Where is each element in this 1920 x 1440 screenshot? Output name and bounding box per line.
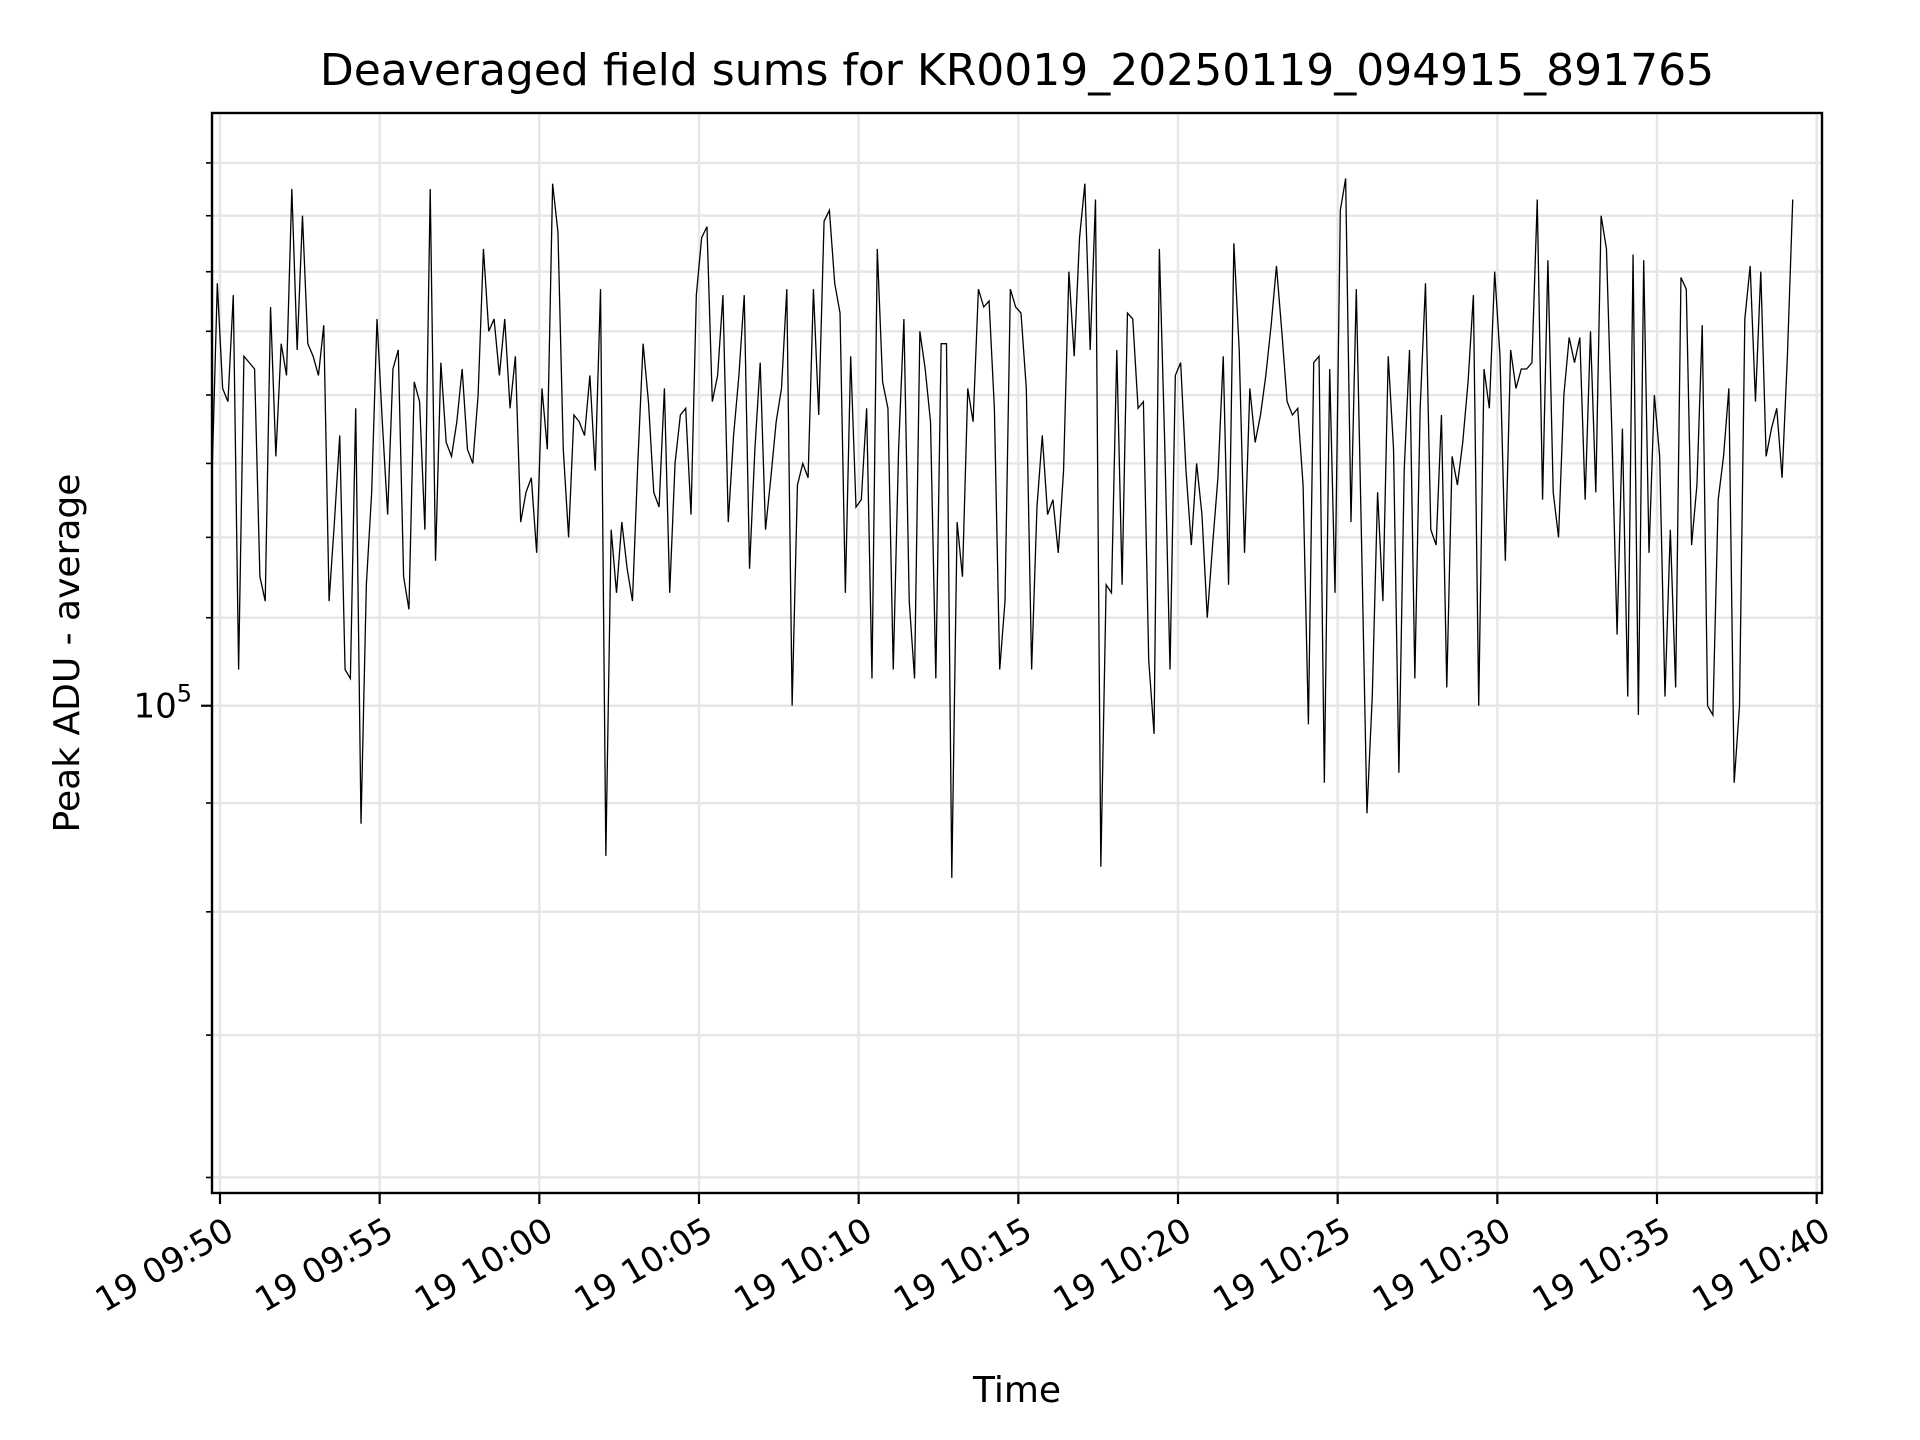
x-tick-label: 19 10:25 bbox=[1206, 1210, 1358, 1321]
x-tick-label: 19 10:00 bbox=[408, 1210, 560, 1321]
y-tick-label: 105 bbox=[133, 680, 192, 727]
grid-lines bbox=[212, 113, 1822, 1193]
tick-marks bbox=[201, 162, 1818, 1204]
y-tick-labels: 105 bbox=[133, 680, 192, 727]
x-tick-label: 19 10:10 bbox=[727, 1210, 879, 1321]
x-tick-label: 19 10:30 bbox=[1366, 1210, 1518, 1321]
x-tick-label: 19 10:05 bbox=[568, 1210, 720, 1321]
y-axis-label: Peak ADU - average bbox=[47, 474, 88, 833]
x-axis-label: Time bbox=[972, 1370, 1061, 1411]
x-tick-label: 19 09:55 bbox=[248, 1210, 400, 1321]
x-tick-labels: 19 09:50 19 09:55 19 10:00 19 10:05 19 10:10… bbox=[89, 1210, 1837, 1321]
chart-title: Deaveraged field sums for KR0019_2025011… bbox=[320, 45, 1714, 96]
x-tick-label: 19 10:40 bbox=[1685, 1210, 1837, 1321]
plot-area-frame bbox=[210, 111, 1824, 1195]
x-tick-label: 19 10:35 bbox=[1526, 1210, 1678, 1321]
x-tick-label: 19 10:20 bbox=[1047, 1210, 1199, 1321]
series-line bbox=[211, 178, 1794, 878]
x-tick-label: 19 10:15 bbox=[887, 1210, 1039, 1321]
x-tick-label: 19 09:50 bbox=[89, 1210, 241, 1321]
